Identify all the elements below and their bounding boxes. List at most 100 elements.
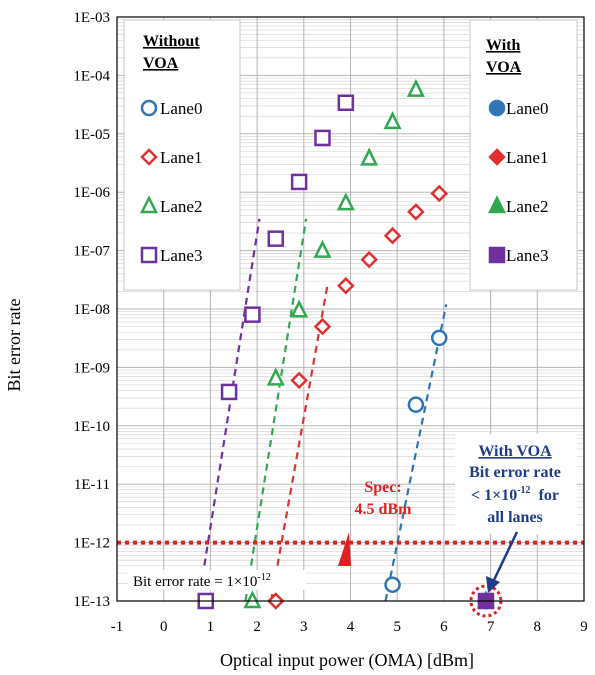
point-without-voa-lane1 [383,226,402,245]
point-without-voa-lane2 [313,239,332,258]
point-without-voa-lane3 [314,129,331,147]
y-tick-label: 1E-09 [73,360,110,376]
legend-without-voa: Without VOA Lane0 Lane1 Lane2 Lane3 [123,19,241,291]
legend-without-label-lane2: Lane2 [160,197,202,216]
x-tick-label: 9 [580,619,588,635]
legend-with-title-line2: VOA [486,59,522,76]
spec-label-exp: -12 [257,572,270,583]
point-without-voa-lane0 [407,396,425,413]
point-without-voa-lane2 [290,299,309,318]
spec-annotation-line2: 4.5 dBm [355,501,413,518]
fit-line-lane1 [270,286,329,602]
legend-with-label-lane1: Lane1 [506,148,548,167]
point-without-voa-lane3 [290,173,308,191]
x-tick-label: 7 [487,619,495,635]
legend-with-entries: Lane0 Lane1 Lane2 Lane3 [487,99,548,265]
legend-without-title-line1: Without [143,33,200,50]
point-without-voa-lane2 [243,590,262,609]
y-tick-label: 1E-10 [73,419,110,435]
legend-with-label-lane0: Lane0 [506,99,548,118]
y-tick-label: 1E-13 [73,594,110,610]
legend-without-label-lane3: Lane3 [160,246,202,265]
point-without-voa-lane2 [383,111,402,130]
x-tick-label: 6 [440,619,448,635]
legend-without-marker-lane1 [140,148,158,166]
voa-annotation-line2: Bit error rate [469,464,561,481]
legend-with-label-lane2: Lane2 [506,197,548,216]
x-tick-label: 2 [253,619,261,635]
point-without-voa-lane0 [430,329,448,347]
legend-without-title-line2: VOA [143,55,179,72]
voa-line3-exp: -12 [517,485,530,496]
x-tick-label: 3 [300,619,308,635]
legend-without-marker-lane3 [140,246,158,264]
point-without-voa-lane3 [244,306,261,323]
legend-with-title-line1: With [486,37,520,54]
y-tick-label: 1E-04 [73,68,110,84]
x-tick-label: 1 [207,619,215,635]
y-tick-label: 1E-07 [73,244,110,260]
legend-without-entries: Lane0 Lane1 Lane2 Lane3 [139,99,202,265]
spec-label-main: Bit error rate = 1×10 [133,574,257,590]
y-tick-label: 1E-06 [73,185,110,201]
voa-arrow-line [492,531,519,581]
y-tick-labels: 1E-13 1E-12 1E-11 1E-10 1E-09 1E-08 1E-07 1E-06… [73,10,110,610]
y-tick-label: 1E-05 [73,127,110,143]
spec-annotation-line1: Spec: [364,479,401,496]
legend-with-marker-lane0 [488,99,506,117]
data-markers [197,78,503,618]
spec-arrowhead [338,532,351,566]
legend-with-voa: With VOA Lane0 Lane1 Lane2 Lane3 [469,19,578,291]
x-tick-label: 4 [347,619,355,635]
legend-with-label-lane3: Lane3 [506,246,548,265]
point-without-voa-lane1 [290,371,308,390]
legend-without-marker-lane0 [140,99,158,117]
voa-annotation-line3: < 1×10-12 for [471,485,559,504]
point-without-voa-lane1 [407,203,425,221]
voa-annotation-line4: all lanes [487,509,543,526]
x-tick-label: 0 [160,619,168,635]
voa-annotation: With VOA Bit error rate < 1×10-12 for al… [455,434,577,593]
fit-lines [197,218,448,602]
point-without-voa-lane1 [430,184,448,203]
legend-with-marker-lane1 [488,148,506,166]
legend-without-label-lane0: Lane0 [160,99,202,118]
point-without-voa-lane3 [337,94,355,112]
voa-arrowhead [486,576,500,593]
x-axis-label: Optical input power (OMA) [dBm] [220,650,474,671]
voa-line3-tail: for [531,487,559,504]
fit-line-lane2 [244,218,308,602]
legend-without-marker-lane2 [139,195,159,214]
y-tick-label: 1E-11 [74,477,110,493]
fit-line-lane0 [384,304,448,602]
plot-frame [116,16,585,602]
legend-with-marker-lane2 [487,195,507,214]
point-without-voa-lane3 [267,230,285,247]
point-without-voa-lane2 [360,147,379,166]
point-without-voa-lane2 [336,192,355,211]
x-tick-labels: -1 0 1 2 3 4 5 6 7 8 9 [111,619,588,635]
spec-label-text: Bit error rate = 1×10-12 [133,572,271,590]
y-tick-label: 1E-08 [73,302,110,318]
point-without-voa-lane0 [384,576,401,593]
y-axis-label: Bit error rate [4,299,24,392]
voa-annotation-line1: With VOA [478,443,552,460]
voa-line3-main: < 1×10 [471,487,517,504]
spec-annotation: Spec: 4.5 dBm [338,479,412,566]
x-tick-label: 5 [393,619,401,635]
x-tick-label: -1 [111,619,124,635]
point-without-voa-lane1 [360,250,378,269]
fit-line-lane3 [197,218,261,602]
x-tick-label: 8 [534,619,542,635]
spec-line-label: Bit error rate = 1×10-12 [128,570,306,590]
point-without-voa-lane1 [313,317,332,336]
y-tick-label: 1E-03 [73,10,110,26]
point-without-voa-lane2 [266,367,285,386]
legend-without-label-lane1: Lane1 [160,148,202,167]
point-without-voa-lane2 [406,78,425,97]
point-without-voa-lane1 [337,276,355,295]
point-without-voa-lane3 [220,383,238,401]
y-tick-label: 1E-12 [73,536,110,552]
legend-with-marker-lane3 [488,246,506,264]
